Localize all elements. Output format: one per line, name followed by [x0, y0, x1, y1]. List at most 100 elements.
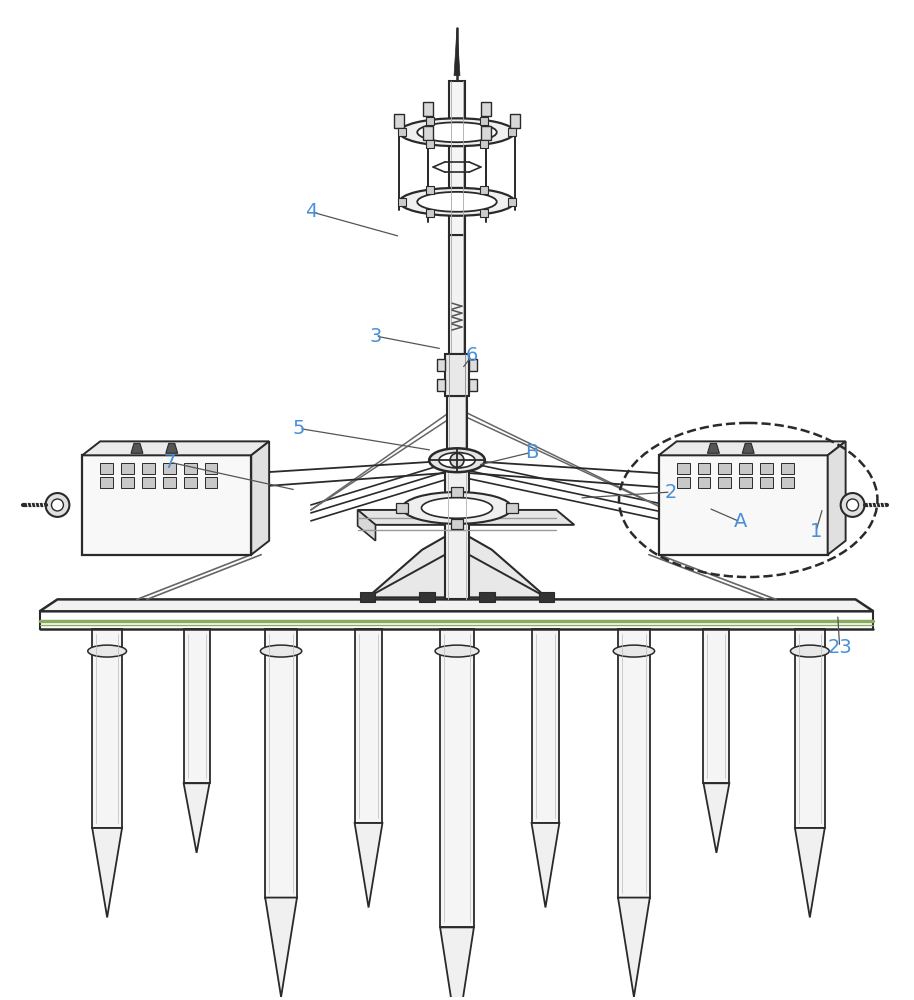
- Polygon shape: [39, 599, 874, 611]
- Polygon shape: [92, 828, 122, 917]
- Polygon shape: [251, 441, 269, 555]
- Ellipse shape: [418, 192, 496, 212]
- Polygon shape: [828, 441, 845, 555]
- Bar: [426, 140, 433, 148]
- Bar: [697, 477, 710, 488]
- Polygon shape: [742, 443, 754, 453]
- Polygon shape: [131, 443, 143, 453]
- Bar: [184, 629, 209, 783]
- Text: 2: 2: [664, 483, 677, 502]
- Bar: [479, 592, 494, 602]
- Bar: [469, 359, 477, 371]
- Bar: [437, 379, 445, 391]
- Ellipse shape: [430, 448, 484, 472]
- Bar: [718, 463, 731, 474]
- Polygon shape: [618, 898, 650, 997]
- Bar: [184, 477, 197, 488]
- Bar: [423, 126, 433, 140]
- Polygon shape: [704, 783, 729, 853]
- Bar: [481, 140, 488, 148]
- Bar: [781, 463, 794, 474]
- Bar: [676, 477, 689, 488]
- Polygon shape: [707, 443, 719, 453]
- Bar: [399, 128, 406, 136]
- Circle shape: [450, 453, 464, 467]
- Circle shape: [46, 493, 69, 517]
- Text: B: B: [525, 443, 538, 462]
- Bar: [445, 354, 469, 396]
- Bar: [441, 629, 473, 927]
- Polygon shape: [265, 898, 297, 997]
- Polygon shape: [184, 783, 209, 853]
- Bar: [163, 477, 175, 488]
- Bar: [481, 209, 488, 217]
- Bar: [704, 629, 729, 783]
- Bar: [481, 186, 488, 194]
- Ellipse shape: [439, 452, 475, 468]
- Bar: [510, 114, 520, 128]
- Bar: [205, 477, 218, 488]
- Text: 3: 3: [369, 327, 382, 346]
- Circle shape: [51, 499, 63, 511]
- Polygon shape: [357, 510, 574, 525]
- Bar: [739, 477, 752, 488]
- Ellipse shape: [613, 645, 654, 657]
- Bar: [163, 463, 175, 474]
- Bar: [659, 455, 828, 555]
- Bar: [739, 463, 752, 474]
- Polygon shape: [367, 530, 547, 597]
- Bar: [447, 396, 467, 470]
- Bar: [795, 629, 824, 828]
- Bar: [82, 455, 251, 555]
- Text: 23: 23: [827, 638, 852, 657]
- Bar: [142, 477, 154, 488]
- Bar: [451, 519, 463, 529]
- Bar: [265, 629, 297, 898]
- Bar: [394, 114, 404, 128]
- Bar: [760, 477, 773, 488]
- Bar: [101, 463, 113, 474]
- Bar: [760, 463, 773, 474]
- Bar: [538, 592, 555, 602]
- Bar: [481, 117, 488, 125]
- Bar: [505, 503, 517, 513]
- Ellipse shape: [399, 118, 515, 146]
- Text: A: A: [734, 512, 747, 531]
- Ellipse shape: [402, 492, 512, 524]
- Polygon shape: [454, 28, 460, 76]
- Text: 4: 4: [304, 202, 317, 221]
- Bar: [676, 463, 689, 474]
- Polygon shape: [165, 443, 177, 453]
- Bar: [481, 126, 491, 140]
- Bar: [101, 477, 113, 488]
- Bar: [399, 198, 406, 206]
- Bar: [184, 463, 197, 474]
- Ellipse shape: [399, 188, 515, 216]
- Bar: [618, 629, 650, 898]
- Text: 1: 1: [810, 522, 822, 541]
- Ellipse shape: [421, 498, 493, 518]
- Bar: [481, 102, 491, 116]
- Bar: [508, 128, 515, 136]
- Bar: [469, 379, 477, 391]
- Bar: [426, 209, 433, 217]
- Bar: [449, 81, 465, 235]
- Bar: [205, 463, 218, 474]
- Bar: [397, 503, 409, 513]
- Circle shape: [846, 499, 858, 511]
- Bar: [426, 186, 433, 194]
- Bar: [451, 487, 463, 497]
- Polygon shape: [441, 927, 473, 1000]
- Text: 7: 7: [164, 453, 175, 472]
- Circle shape: [841, 493, 865, 517]
- Bar: [121, 463, 134, 474]
- Polygon shape: [532, 823, 559, 908]
- Polygon shape: [82, 441, 269, 455]
- Ellipse shape: [88, 645, 126, 657]
- Bar: [718, 477, 731, 488]
- Bar: [355, 629, 382, 823]
- Ellipse shape: [435, 645, 479, 657]
- Ellipse shape: [260, 645, 302, 657]
- Polygon shape: [795, 828, 824, 917]
- Bar: [445, 470, 469, 599]
